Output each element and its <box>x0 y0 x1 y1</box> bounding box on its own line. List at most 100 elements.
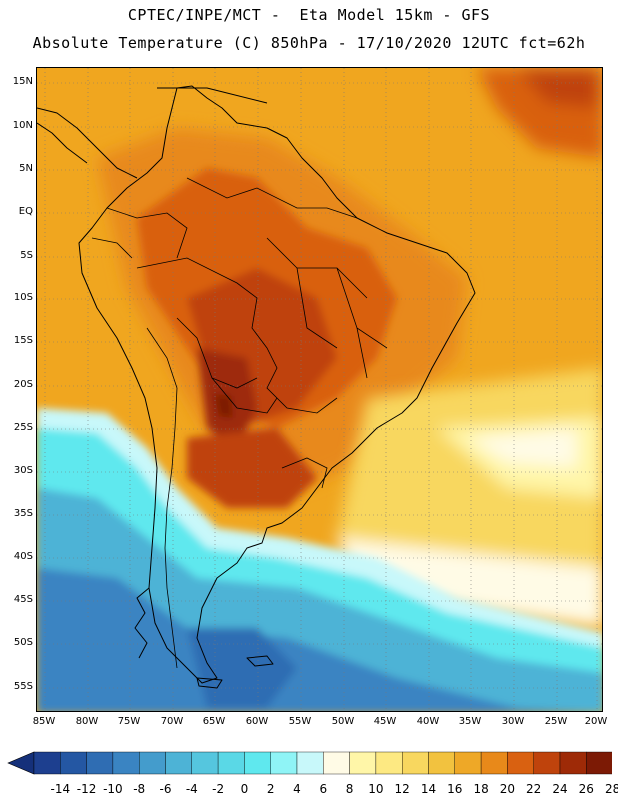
colorbar-swatch <box>375 751 403 775</box>
latitude-label: 10N <box>12 120 33 131</box>
latitude-label: 25S <box>13 422 33 433</box>
colorbar-tick-label: 28 <box>604 782 618 796</box>
border-colombia <box>106 207 188 259</box>
longitude-label: 75W <box>117 716 141 727</box>
chile-fjords <box>134 587 150 659</box>
longitude-label: 80W <box>75 716 99 727</box>
longitude-label: 85W <box>32 716 56 727</box>
colorbar-tick-label: 6 <box>319 782 328 796</box>
colorbar-tick-label: 14 <box>420 782 437 796</box>
colorbar-tick-label: 4 <box>293 782 301 796</box>
colorbar <box>7 751 612 775</box>
temperature-map[interactable] <box>37 68 603 712</box>
falklands <box>246 655 274 667</box>
border-ecuador <box>91 237 133 259</box>
colorbar-swatch <box>217 751 245 775</box>
colorbar-tick-label: -14 <box>50 782 71 796</box>
colorbar-left-arrow <box>7 751 35 775</box>
latitude-label: 50S <box>13 637 33 648</box>
colorbar-tick-label: 24 <box>552 782 568 796</box>
latitude-label: 20S <box>13 379 33 390</box>
longitude-label: 65W <box>202 716 226 727</box>
colorbar-swatch <box>270 751 298 775</box>
colorbar-swatch <box>138 751 166 775</box>
field-south-coldest <box>37 568 570 711</box>
colorbar-swatch <box>402 751 429 775</box>
longitude-label: 55W <box>288 716 312 727</box>
colorbar-swatch <box>533 751 561 775</box>
longitude-label: 50W <box>331 716 355 727</box>
latitude-label: 55S <box>13 681 33 692</box>
colorbar-tick-label: -4 <box>185 782 198 796</box>
latitude-label: 5S <box>20 250 33 261</box>
longitude-label: 25W <box>544 716 568 727</box>
colorbar-tick-label: -10 <box>103 782 123 796</box>
colorbar-swatch <box>349 751 377 775</box>
latitude-label: EQ <box>18 206 33 217</box>
colorbar-tick-label: -2 <box>212 782 225 796</box>
longitude-label: 35W <box>458 716 482 727</box>
border-peru-chile <box>146 327 178 389</box>
colorbar-swatch <box>296 751 324 775</box>
colorbar-tick-label: 18 <box>473 782 489 796</box>
colorbar-swatch <box>33 751 61 775</box>
tierra-del-fuego <box>196 677 223 689</box>
field-atlantic-cream-2 <box>337 538 602 628</box>
colorbar-swatch <box>454 751 482 775</box>
colorbar-tick-label: 12 <box>394 782 410 796</box>
latitude-label: 30S <box>13 465 33 476</box>
colorbar-tick-label: 22 <box>526 782 542 796</box>
brazil-states <box>266 237 388 379</box>
chart-title-line1: CPTEC/INPE/MCT - Eta Model 15km - GFS <box>127 6 491 24</box>
colorbar-swatch <box>428 751 455 775</box>
map-frame[interactable] <box>36 67 603 712</box>
colorbar-swatch <box>244 751 271 775</box>
caribbean-coast <box>157 87 268 104</box>
latitude-label: 45S <box>13 594 33 605</box>
chart-title-line2: Absolute Temperature (C) 850hPa - 17/10/… <box>32 34 586 52</box>
longitude-label: 40W <box>416 716 440 727</box>
colorbar-swatch <box>60 751 87 775</box>
colorbar-tick-label: 10 <box>368 782 384 796</box>
colorbar-tick-label: -6 <box>159 782 172 796</box>
field-chaco-hottest <box>215 394 233 418</box>
colorbar-tick-label: -12 <box>76 782 97 796</box>
colorbar-swatch <box>165 751 192 775</box>
south-america-coastline <box>78 85 476 684</box>
lat-lon-grid <box>37 68 602 711</box>
colorbar-swatch <box>507 751 534 775</box>
colorbar-swatch <box>86 751 114 775</box>
latitude-label: 5N <box>19 163 33 174</box>
border-paraguay <box>211 377 278 414</box>
field-atlantic-cream <box>467 428 577 468</box>
colorbar-swatch <box>112 751 140 775</box>
latitude-label: 10S <box>13 292 33 303</box>
colorbar-tick-label: -8 <box>133 782 146 796</box>
coastline <box>37 85 476 689</box>
colorbar-tick-label: 0 <box>240 782 249 796</box>
colorbar-tick-label: 20 <box>499 782 516 796</box>
longitude-label: 45W <box>373 716 397 727</box>
border-uruguay <box>281 457 328 489</box>
latitude-label: 15N <box>12 76 33 87</box>
colorbar-swatch <box>559 751 587 775</box>
longitude-label: 20W <box>584 716 608 727</box>
colorbar-tick-label: 8 <box>345 782 354 796</box>
longitude-label: 70W <box>160 716 184 727</box>
colorbar-tick-label: 16 <box>447 782 463 796</box>
country-borders <box>91 177 388 669</box>
border-brazil-north <box>186 177 358 219</box>
latitude-label: 15S <box>13 335 33 346</box>
latitude-label: 35S <box>13 508 33 519</box>
colorbar-swatch <box>586 751 612 775</box>
colorbar-tick-label: 2 <box>266 782 275 796</box>
central-america-coastline <box>37 107 138 179</box>
longitude-label: 60W <box>245 716 269 727</box>
border-argentina-chile <box>164 387 178 669</box>
colorbar-swatch <box>323 751 350 775</box>
border-brazil-west <box>136 257 338 414</box>
longitude-label: 30W <box>501 716 525 727</box>
field-argentina-warm <box>187 428 317 508</box>
colorbar-tick-label: 26 <box>578 782 594 796</box>
colorbar-swatch <box>480 751 508 775</box>
